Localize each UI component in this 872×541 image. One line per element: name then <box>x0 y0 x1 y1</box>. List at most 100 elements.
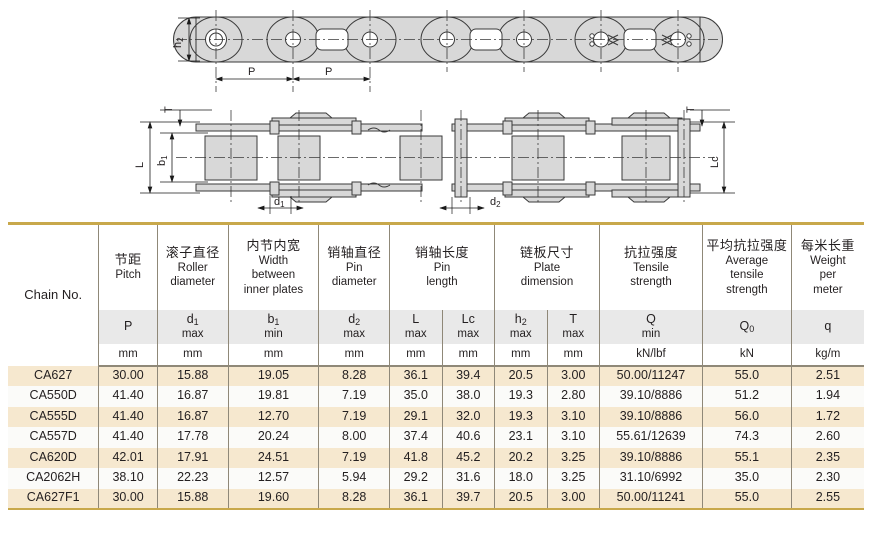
cell-value: 41.40 <box>98 386 158 407</box>
header-symbol-T: T max <box>546 309 600 344</box>
dim-b1: b1 <box>156 132 208 183</box>
header-group-pindia-en-0: Pin <box>345 262 363 274</box>
header-group-plate-cn: 链板尺寸 <box>520 244 575 260</box>
label-b1: b1 <box>156 155 169 166</box>
cell-value: 3.25 <box>546 468 600 489</box>
header-group-width-cn: 内节内宽 <box>246 237 301 253</box>
table-row: CA620D 42.01 17.91 24.51 7.19 41.8 45.2 20.2 3.2… <box>8 447 864 468</box>
cell-value: 41.40 <box>98 406 158 427</box>
header-group-pinlen-en-1: length <box>426 276 458 289</box>
header-group-weight-en-1: per <box>819 269 837 282</box>
label-Lc: Lc <box>709 156 721 168</box>
cell-value: 40.6 <box>441 427 496 448</box>
header-group-avg-cn: 平均抗拉强度 <box>706 237 788 253</box>
side-view-elevation: T L b1 d1 d2 <box>134 106 735 214</box>
cell-value: 36.1 <box>389 488 443 510</box>
header-symbol-Q: Q min <box>599 309 703 344</box>
header-group-tensile-cn: 抗拉强度 <box>623 244 678 260</box>
cell-value: 36.1 <box>389 365 443 386</box>
cell-value: 12.57 <box>227 468 320 489</box>
label-pitch-1: P <box>248 66 255 78</box>
header-symbol-Q0: Q0 <box>701 309 792 344</box>
header-unit-4: mm <box>389 343 443 367</box>
cell-value: 20.5 <box>494 488 548 510</box>
header-unit-8: kN/lbf <box>599 343 703 367</box>
dim-T-left: T <box>160 106 212 127</box>
sym-Q-qual: min <box>641 328 661 341</box>
sym-Q0-sub: 0 <box>749 323 755 334</box>
header-symbol-d1: d1 max <box>156 309 229 344</box>
header-group-pinlen-cn: 销轴长度 <box>415 244 470 260</box>
sym-h2-qual: max <box>509 328 532 341</box>
cell-value: 39.10/8886 <box>599 386 703 407</box>
cell-value: 3.00 <box>546 488 600 510</box>
header-group-weight-per-meter: 每米长重 Weight per meter <box>790 222 864 310</box>
cell-value: 19.60 <box>227 488 320 510</box>
cell-value: 19.81 <box>227 386 320 407</box>
cell-value: 55.1 <box>701 447 792 468</box>
cell-value: 51.2 <box>701 386 792 407</box>
header-group-plate-en-0: Plate <box>533 262 561 274</box>
header-group-width-en-0: Width <box>258 254 289 267</box>
table-body: CA627 30.00 15.88 19.05 8.28 36.1 39.4 20.5 3.00… <box>8 365 864 510</box>
dim-h2: h2 <box>172 17 200 62</box>
cell-value: 3.10 <box>546 406 600 427</box>
cell-value: 55.61/12639 <box>599 427 703 448</box>
cell-value: 50.00/11247 <box>599 365 703 386</box>
cell-value: 30.00 <box>98 488 158 510</box>
header-unit-5: mm <box>441 343 496 367</box>
header-symbol-d2: d2 max <box>318 309 391 344</box>
cell-chain-no: CA620D <box>8 447 100 468</box>
header-symbol-L: L max <box>389 309 443 344</box>
cell-value: 39.4 <box>441 365 496 386</box>
header-group-weight-en-2: meter <box>813 283 843 296</box>
header-group-pindia-cn: 销轴直径 <box>327 244 382 260</box>
sym-d1: d <box>186 311 194 326</box>
sym-d2-qual: max <box>343 328 366 341</box>
sym-b1: b <box>267 311 275 326</box>
cell-value: 45.2 <box>441 447 496 468</box>
label-d2: d2 <box>490 196 501 209</box>
cell-value: 37.4 <box>389 427 443 448</box>
dim-T-right: T <box>685 106 730 127</box>
header-group-average-tensile-strength: 平均抗拉强度 Average tensile strength <box>701 222 792 310</box>
cell-value: 35.0 <box>389 386 443 407</box>
specification-table-container: Chain No. 节距 Pitch 滚子直径 Roller diameter … <box>0 222 872 510</box>
cell-value: 31.10/6992 <box>599 468 703 489</box>
cell-chain-no: CA627 <box>8 365 100 386</box>
table-row: CA627 30.00 15.88 19.05 8.28 36.1 39.4 20.5 3.00… <box>8 365 864 386</box>
sym-d2: d <box>348 311 356 326</box>
header-group-weight-cn: 每米长重 <box>800 237 855 253</box>
header-group-pitch: 节距 Pitch <box>98 222 158 310</box>
header-unit-0: mm <box>98 343 158 367</box>
sym-q: q <box>824 318 832 333</box>
sym-b1-qual: min <box>264 328 283 341</box>
cell-value: 2.55 <box>790 488 864 510</box>
cell-value: 16.87 <box>156 406 229 427</box>
header-group-roller-cn: 滚子直径 <box>165 244 220 260</box>
sym-b1-sub: 1 <box>274 316 280 327</box>
cell-chain-no: CA557D <box>8 427 100 448</box>
table-row: CA550D 41.40 16.87 19.81 7.19 35.0 38.0 19.3 2.8… <box>8 386 864 407</box>
cell-value: 5.94 <box>318 468 391 489</box>
cell-value: 39.10/8886 <box>599 406 703 427</box>
header-group-roller-en-1: diameter <box>170 276 216 289</box>
header-symbol-q: q <box>790 309 864 344</box>
cell-value: 19.3 <box>494 406 548 427</box>
cell-value: 16.87 <box>156 386 229 407</box>
cell-value: 2.30 <box>790 468 864 489</box>
table-head: Chain No. 节距 Pitch 滚子直径 Roller diameter … <box>8 222 864 367</box>
cell-value: 29.1 <box>389 406 443 427</box>
cell-value: 41.40 <box>98 427 158 448</box>
dim-d1: d1 <box>257 196 304 214</box>
header-unit-6: mm <box>494 343 548 367</box>
sym-P: P <box>123 318 133 333</box>
header-row-units: mm mm mm mm mm mm mm mm kN/lbf kN kg/m <box>8 343 864 367</box>
header-unit-1: mm <box>156 343 229 367</box>
header-unit-9: kN <box>701 343 792 367</box>
header-group-pin-diameter: 销轴直径 Pin diameter <box>318 222 391 310</box>
cell-value: 39.7 <box>441 488 496 510</box>
header-group-weight-en-0: Weight <box>810 254 846 267</box>
sym-L-qual: max <box>404 328 427 341</box>
cell-value: 24.51 <box>227 447 320 468</box>
